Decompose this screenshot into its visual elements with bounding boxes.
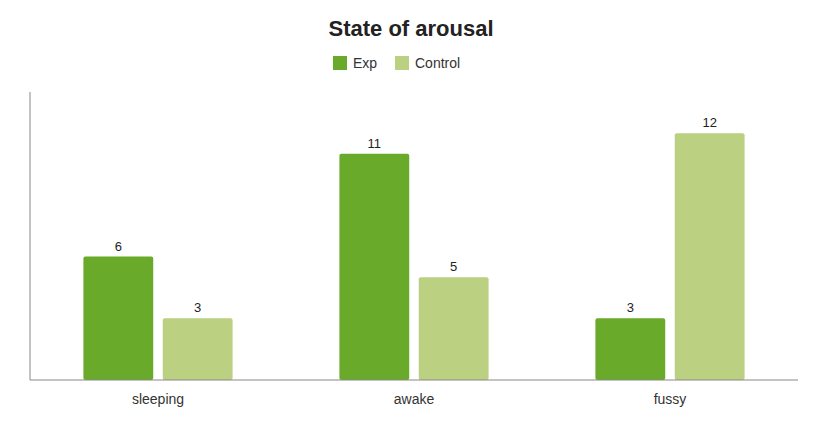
legend-label: Exp (353, 55, 377, 71)
data-label: 11 (368, 136, 382, 151)
legend-label: Control (415, 55, 460, 71)
legend-swatch (333, 56, 347, 70)
bar (339, 154, 409, 380)
legend: Exp Control (333, 55, 460, 71)
data-label: 5 (450, 259, 457, 274)
chart-title: State of arousal (328, 16, 493, 41)
category-label: awake (394, 391, 435, 407)
category-label: sleeping (132, 391, 184, 407)
bar (419, 277, 489, 380)
x-axis-line (30, 380, 798, 381)
bar (83, 257, 153, 380)
y-axis-line (30, 92, 31, 380)
legend-swatch (395, 56, 409, 70)
bars (83, 133, 744, 380)
chart-container: State of arousal 6 3 11 5 3 12 sleeping awake fus… (0, 0, 822, 428)
bar (675, 133, 745, 380)
bar (163, 318, 233, 380)
chart-svg: State of arousal 6 3 11 5 3 12 sleeping awake fus… (0, 0, 822, 428)
category-label: fussy (654, 391, 687, 407)
data-label: 12 (702, 115, 716, 130)
data-label: 6 (115, 239, 122, 254)
data-label: 3 (194, 300, 201, 315)
bar (595, 318, 665, 380)
data-labels: 6 3 11 5 3 12 (115, 115, 717, 315)
data-label: 3 (627, 300, 634, 315)
